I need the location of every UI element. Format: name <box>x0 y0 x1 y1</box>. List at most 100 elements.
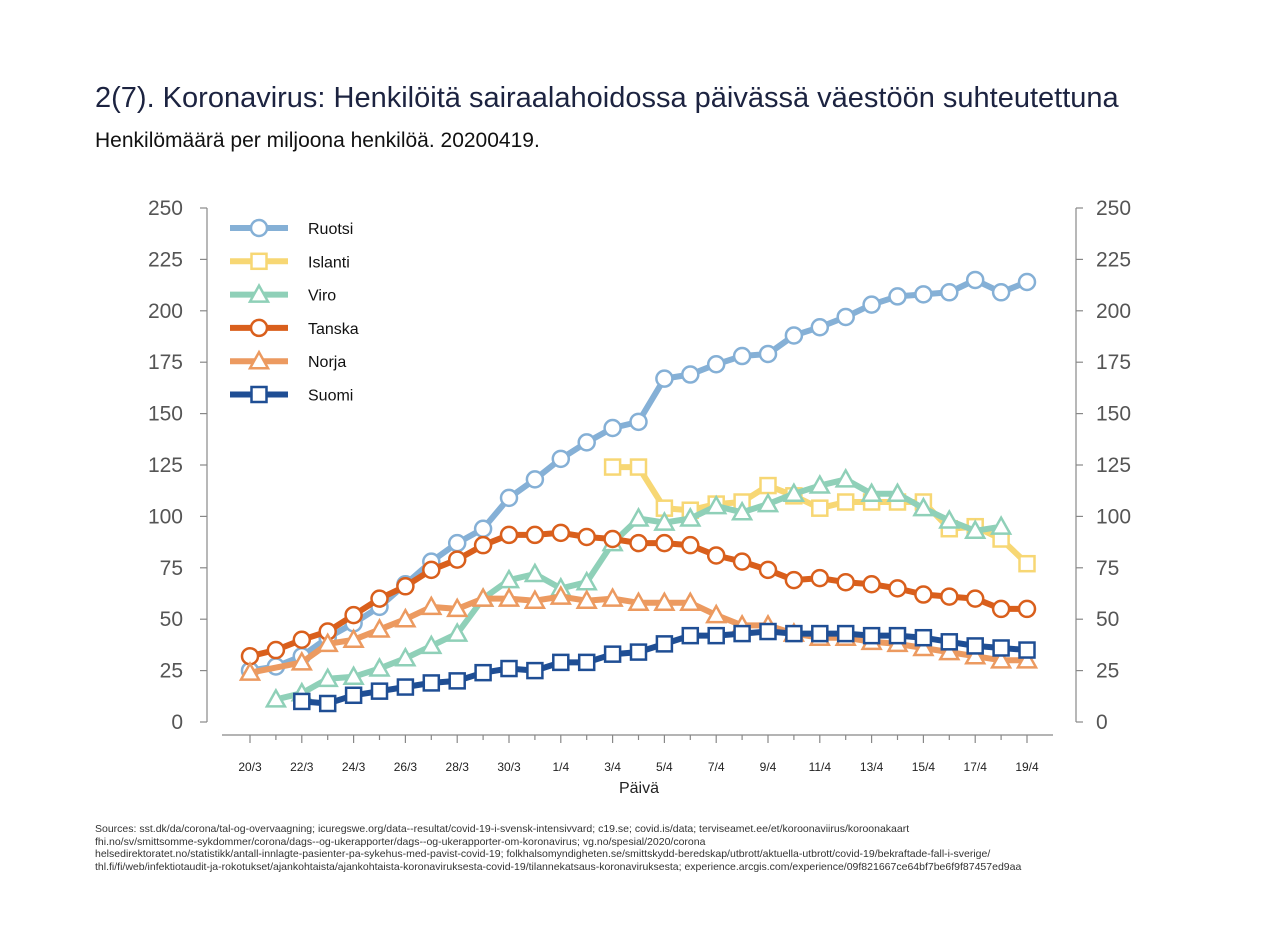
data-point-tanska <box>810 568 830 588</box>
data-point-norja <box>290 650 313 671</box>
data-point-ruotsi <box>784 326 804 345</box>
data-point-ruotsi <box>655 369 674 388</box>
data-point-viro <box>834 467 857 488</box>
data-point-ruotsi <box>965 270 985 290</box>
data-point-suomi <box>422 674 441 692</box>
data-point-suomi <box>862 626 881 645</box>
data-point-tanska <box>370 589 389 608</box>
data-point-ruotsi <box>836 307 855 327</box>
data-point-suomi <box>811 624 829 643</box>
sources-note: Sources: sst.dk/da/corona/tal-og-overvaa… <box>95 823 1245 873</box>
legend-item-tanska: Tanska <box>230 318 359 338</box>
y-tick-label-left: 175 <box>148 351 183 374</box>
data-point-viro <box>264 687 288 708</box>
data-point-viro <box>756 492 780 513</box>
data-point-ruotsi <box>810 317 830 337</box>
data-point-tanska <box>681 535 700 555</box>
data-point-ruotsi <box>577 433 596 452</box>
y-tick-label-left: 0 <box>171 711 183 734</box>
x-tick-label: 11/4 <box>809 760 832 774</box>
data-point-suomi <box>681 626 700 645</box>
data-point-suomi <box>344 686 363 705</box>
y-tick-label-left: 225 <box>148 248 183 271</box>
data-point-ruotsi <box>888 287 907 306</box>
data-point-tanska <box>836 572 855 592</box>
data-point-suomi <box>1018 641 1036 659</box>
data-point-norja <box>471 587 495 607</box>
legend-item-viro: Viro <box>230 283 336 305</box>
data-point-viro <box>420 634 443 655</box>
data-point-norja <box>627 591 650 612</box>
data-point-tanska <box>473 535 493 555</box>
data-point-tanska <box>1017 599 1037 619</box>
sources-line: helsedirektoratet.no/statistikk/antall-i… <box>95 848 991 860</box>
y-tick-label-left: 250 <box>148 197 183 220</box>
data-point-suomi <box>318 694 337 713</box>
legend-label-tanska: Tanska <box>308 321 359 338</box>
data-point-suomi <box>707 626 725 645</box>
data-point-ruotsi <box>629 412 648 432</box>
data-point-viro <box>860 482 883 503</box>
data-point-tanska <box>629 533 648 553</box>
y-tick-label-left: 100 <box>148 505 183 528</box>
data-point-ruotsi <box>862 295 881 314</box>
chart-subtitle: Henkilömäärä per miljoona henkilöä. 2020… <box>95 129 540 152</box>
data-point-norja <box>549 585 572 605</box>
y-tick-label-right: 25 <box>1096 660 1119 683</box>
legend-marker-ruotsi <box>249 218 269 238</box>
data-point-norja <box>601 587 624 607</box>
data-point-tanska <box>888 579 907 598</box>
y-tick-label-right: 250 <box>1096 197 1131 220</box>
series-suomi <box>293 622 1036 713</box>
legend-marker-norja <box>247 349 271 370</box>
legend-marker-islanti <box>250 252 268 271</box>
data-point-ruotsi <box>525 470 545 489</box>
data-point-tanska <box>862 574 881 594</box>
x-tick-label: 28/3 <box>446 760 470 774</box>
x-tick-label: 9/4 <box>760 760 777 774</box>
data-point-viro <box>886 482 909 503</box>
x-tick-label: 26/3 <box>394 760 418 774</box>
data-point-norja <box>964 644 987 665</box>
data-point-ruotsi <box>551 449 571 469</box>
data-point-viro <box>808 474 831 494</box>
y-tick-label-right: 150 <box>1096 403 1131 426</box>
data-point-norja <box>989 648 1013 669</box>
data-point-ruotsi <box>732 346 752 366</box>
data-point-tanska <box>732 552 752 571</box>
data-point-viro <box>964 519 987 540</box>
data-point-suomi <box>992 639 1010 657</box>
data-point-ruotsi <box>1017 272 1037 292</box>
data-point-norja <box>523 589 547 609</box>
sources-line: fhi.no/sv/smittsomme-sykdommer/corona/da… <box>95 835 706 848</box>
data-point-viro <box>938 508 961 529</box>
data-point-suomi <box>914 628 933 647</box>
y-tick-label-right: 175 <box>1096 351 1131 374</box>
data-point-suomi <box>888 626 907 645</box>
x-tick-label: 30/3 <box>497 760 521 774</box>
data-point-tanska <box>447 550 467 569</box>
legend-label-ruotsi: Ruotsi <box>308 221 353 238</box>
data-point-tanska <box>344 605 363 625</box>
data-point-norja <box>653 591 676 612</box>
data-point-tanska <box>940 587 959 606</box>
x-tick-label: 20/3 <box>238 760 262 774</box>
legend-item-ruotsi: Ruotsi <box>230 218 353 238</box>
x-tick-label: 13/4 <box>860 760 884 774</box>
x-tick-label: 7/4 <box>708 760 725 774</box>
x-tick-label: 19/4 <box>1015 760 1039 774</box>
data-point-norja <box>446 597 469 618</box>
data-point-viro <box>653 511 676 531</box>
y-tick-label-right: 225 <box>1096 248 1131 271</box>
legend-item-norja: Norja <box>230 349 346 371</box>
data-point-viro <box>446 622 469 642</box>
data-point-suomi <box>474 663 492 682</box>
data-point-viro <box>705 494 728 515</box>
data-point-suomi <box>785 624 803 643</box>
data-point-viro <box>342 665 365 686</box>
data-point-norja <box>497 587 521 607</box>
data-point-ruotsi <box>706 355 726 374</box>
data-point-ruotsi <box>940 283 959 302</box>
legend-label-norja: Norja <box>308 354 346 371</box>
data-point-suomi <box>396 678 415 696</box>
